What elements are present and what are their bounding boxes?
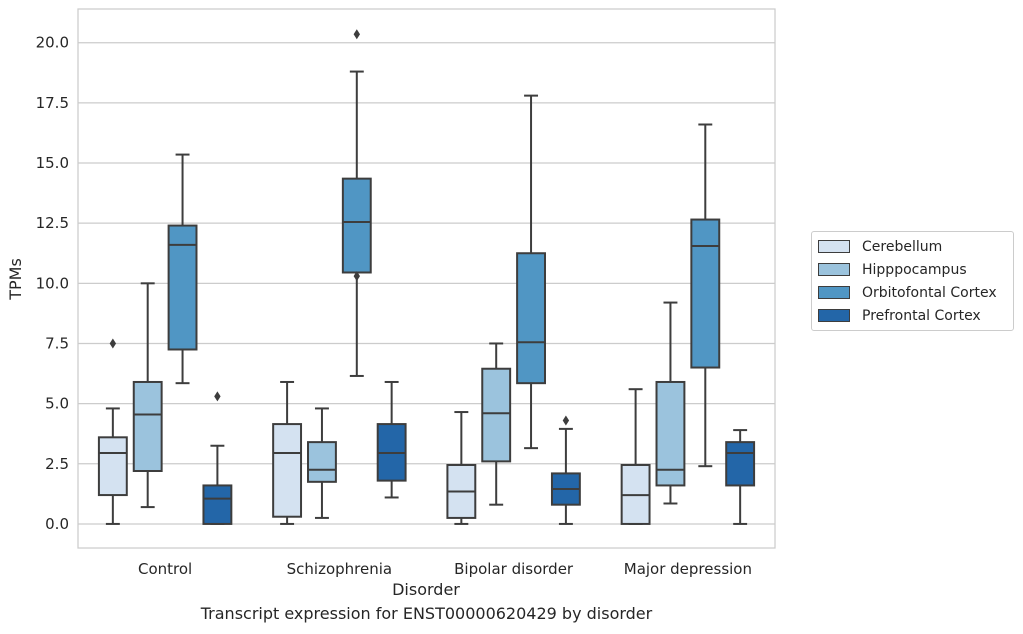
box-orbitofontal-cortex [690,123,721,468]
box-iqr [272,423,303,518]
outlier-point [214,391,221,402]
x-tick-labels: Control Schizophrenia Bipolar disorder Majo… [138,560,752,578]
y-tick-label: 15.0 [36,154,69,172]
outlier-point [109,338,117,349]
box-prefrontal-cortex [725,429,756,525]
outlier-point [562,415,570,426]
y-axis-label: TPMs [6,258,25,301]
legend-label: Orbitofontal Cortex [862,284,997,301]
box-orbitofontal-cortex [167,153,198,385]
box-prefrontal-cortex [550,415,581,525]
legend-swatch [818,263,850,276]
box-iqr [655,380,686,487]
legend: Cerebellum Hipppocampus Orbitofontal Corte… [811,231,1014,331]
x-tick-label: Schizophrenia [287,560,392,578]
y-tick-labels: 0.0 2.5 5.0 7.5 10.0 12.5 15.0 17.5 20.0 [36,34,69,533]
box-series [97,29,756,525]
box-iqr [725,441,756,487]
legend-label: Prefrontal Cortex [862,307,981,324]
box-iqr [307,441,337,483]
box-cerebellum [272,380,303,525]
x-tick-label: Control [138,560,192,578]
y-tick-label: 5.0 [45,395,69,413]
box-iqr [690,218,721,369]
box-iqr [202,484,233,525]
box-hipppocampus [132,282,163,509]
y-tick-label: 17.5 [36,94,69,112]
box-hipppocampus [307,407,337,519]
box-prefrontal-cortex [376,380,407,499]
y-tick-label: 12.5 [36,214,69,232]
box-cerebellum [97,338,128,525]
box-hipppocampus [481,342,512,506]
legend-swatch [818,286,850,299]
legend-label: Hipppocampus [862,261,967,278]
outlier-point [353,271,360,282]
box-iqr [167,224,198,351]
plot-area-frame [77,8,776,549]
box-iqr [132,380,163,472]
chart-caption: Transcript expression for ENST0000062042… [200,604,653,623]
y-tick-label: 7.5 [45,334,69,352]
box-iqr [516,252,546,385]
y-tick-label: 20.0 [36,34,69,52]
x-axis-label: Disorder [392,580,460,599]
box-cerebellum [446,411,477,525]
legend-item: Cerebellum [812,235,1013,258]
box-iqr [97,436,128,497]
y-tick-label: 2.5 [45,455,69,473]
box-cerebellum [620,388,651,525]
legend-item: Hipppocampus [812,258,1013,281]
legend-swatch [818,240,850,253]
outlier-point [353,29,360,40]
box-iqr [481,367,512,463]
legend-item: Prefrontal Cortex [812,304,1013,327]
x-tick-label: Major depression [624,560,752,578]
box-hipppocampus [655,301,686,505]
box-iqr [341,177,372,274]
legend-label: Cerebellum [862,238,943,255]
legend-item: Orbitofontal Cortex [812,281,1013,304]
y-tick-label: 0.0 [45,515,69,533]
x-tick-label: Bipolar disorder [454,560,574,578]
legend-swatch [818,309,850,322]
box-orbitofontal-cortex [341,29,372,377]
box-prefrontal-cortex [202,391,233,525]
y-tick-label: 10.0 [36,274,69,292]
box-orbitofontal-cortex [516,94,546,450]
